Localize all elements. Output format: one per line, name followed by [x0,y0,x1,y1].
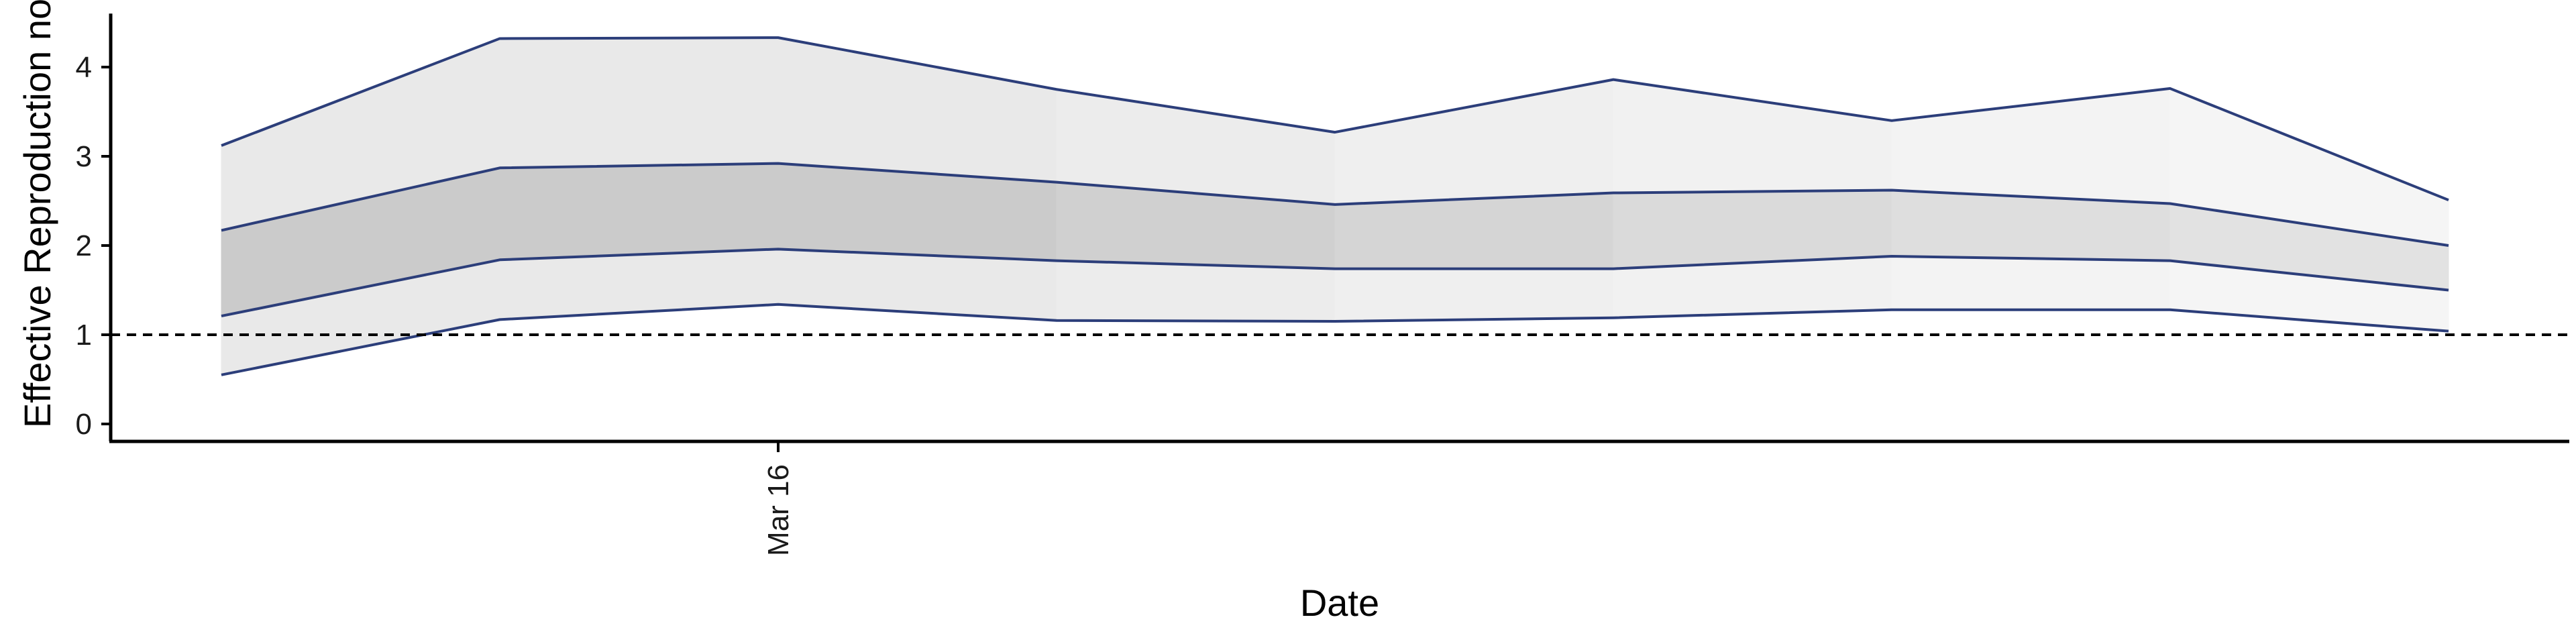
outer-upper-line [221,36,2449,202]
y-tick-label: 1 [76,319,92,352]
inner-band-segment-1 [499,163,779,260]
y-tick-label: 3 [76,140,92,173]
y-tick-label: 2 [76,229,92,262]
outer-lower-line [221,303,2449,376]
y-tick-label: 0 [76,408,92,441]
inner-band-segment-4 [1334,193,1614,270]
x-tick-label: Mar 16 [762,464,795,556]
x-axis-ticks: Mar 16 [762,441,795,556]
y-tick-label: 4 [76,51,92,84]
uncertainty-bands [221,37,2449,376]
x-axis-title: Date [1300,582,1379,624]
y-axis-ticks: 0 1 2 3 4 [76,51,111,441]
axes [109,13,2569,443]
inner-upper-line [221,162,2449,247]
y-axis-title: Effective Reproduction no [16,0,58,428]
series-lines [221,36,2449,376]
inner-lower-line [221,248,2449,318]
